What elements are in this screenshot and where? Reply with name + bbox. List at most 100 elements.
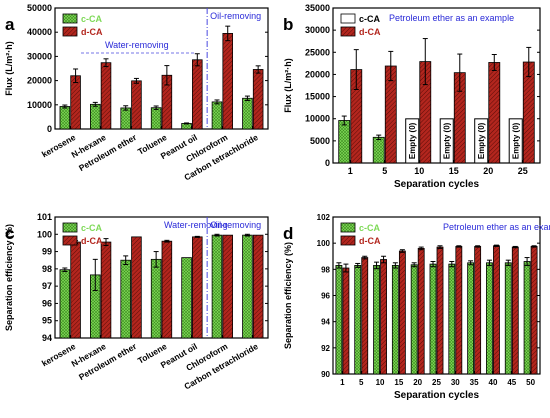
bar-d-CA bbox=[100, 241, 112, 339]
panel-letter: d bbox=[283, 224, 293, 243]
y-tick-label: 30000 bbox=[305, 25, 330, 35]
panel-letter: b bbox=[283, 15, 293, 34]
x-category-label: 25 bbox=[432, 378, 441, 387]
x-category-label: 10 bbox=[414, 166, 424, 176]
legend-label: d-CA bbox=[81, 236, 103, 246]
y-tick-label: 99 bbox=[42, 247, 52, 257]
empty-label: Empty (0) bbox=[443, 122, 452, 159]
x-category-label: 5 bbox=[359, 378, 364, 387]
x-category-label: 25 bbox=[518, 166, 528, 176]
panel-d: 90 92 94 96 98 100 102 Separation efficiency (%… bbox=[283, 213, 550, 401]
bar-d-CA bbox=[252, 234, 264, 339]
legend-swatch bbox=[340, 13, 356, 24]
legend-swatch bbox=[62, 13, 78, 24]
annotation-oil: Oil-removing bbox=[210, 220, 261, 230]
legend-label: c-CA bbox=[359, 14, 381, 24]
x-category-label: 50 bbox=[526, 378, 535, 387]
bar-d-CA bbox=[222, 234, 233, 339]
y-tick-label: 94 bbox=[321, 318, 330, 327]
legend-label: d-CA bbox=[81, 27, 103, 37]
chart-title: Petroleum ether as an example bbox=[389, 13, 514, 23]
bar-d-CA bbox=[342, 267, 350, 375]
x-category-label: 10 bbox=[376, 378, 385, 387]
bar-d-CA bbox=[192, 59, 203, 130]
bar-d-CA bbox=[131, 236, 142, 339]
y-tick-label: 10000 bbox=[305, 114, 330, 124]
empty-label: Empty (0) bbox=[408, 122, 417, 159]
y-tick-label: 20000 bbox=[27, 76, 52, 86]
bar-c-CA bbox=[120, 107, 131, 130]
x-category-label: 35 bbox=[470, 378, 479, 387]
bar-d-CA bbox=[361, 257, 369, 375]
x-category-label: 15 bbox=[394, 378, 403, 387]
y-axis-label: Flux (L/m²·h) bbox=[4, 41, 14, 96]
bar-d-CA bbox=[488, 62, 501, 164]
annotation-oil: Oil-removing bbox=[210, 11, 261, 21]
empty-bar bbox=[439, 118, 454, 164]
bar-d-CA bbox=[192, 236, 203, 339]
empty-bar bbox=[508, 118, 523, 164]
bar-c-CA bbox=[211, 101, 223, 130]
bar-c-CA bbox=[59, 269, 71, 339]
empty-bar bbox=[405, 118, 420, 164]
y-tick-label: 92 bbox=[321, 344, 330, 353]
bar-d-CA bbox=[417, 247, 425, 375]
bar-c-CA bbox=[211, 234, 223, 339]
empty-bar bbox=[474, 118, 489, 164]
y-tick-label: 100 bbox=[317, 239, 331, 248]
y-tick-label: 97 bbox=[42, 281, 52, 291]
bar-c-CA bbox=[150, 258, 162, 339]
bar-d-CA bbox=[493, 245, 500, 375]
legend-swatch bbox=[340, 26, 356, 37]
empty-label: Empty (0) bbox=[477, 122, 486, 159]
legend-label: c-CA bbox=[81, 223, 103, 233]
y-tick-label: 102 bbox=[317, 213, 331, 222]
bar-c-CA bbox=[90, 103, 101, 130]
x-category-label: 5 bbox=[382, 166, 387, 176]
bar-d-CA bbox=[398, 250, 406, 375]
bar-d-CA bbox=[455, 246, 463, 375]
x-category-label: 20 bbox=[413, 378, 422, 387]
x-category-label: 1 bbox=[348, 166, 353, 176]
bar-d-CA bbox=[511, 246, 519, 375]
y-tick-label: 0 bbox=[325, 158, 330, 168]
y-tick-label: 15000 bbox=[305, 92, 330, 102]
bar-c-CA bbox=[410, 264, 418, 375]
bar-c-CA bbox=[523, 261, 531, 375]
legend-swatch bbox=[340, 222, 356, 233]
bar-d-CA bbox=[131, 80, 142, 130]
panel-letter: a bbox=[5, 15, 15, 34]
bar-c-CA bbox=[467, 262, 475, 375]
y-tick-label: 50000 bbox=[27, 3, 52, 13]
bar-c-CA bbox=[429, 263, 437, 375]
y-tick-label: 20000 bbox=[305, 69, 330, 79]
bar-c-CA bbox=[504, 262, 512, 375]
bar-c-CA bbox=[242, 234, 253, 339]
panel-b: 0 5000 10000 15000 20000 25000 30000 35000 Flux … bbox=[283, 3, 541, 190]
y-tick-label: 98 bbox=[321, 265, 330, 274]
bar-c-CA bbox=[338, 120, 351, 164]
y-tick-label: 95 bbox=[42, 316, 52, 326]
bar-d-CA bbox=[222, 33, 233, 130]
y-axis-label: Flux (L/m²·h) bbox=[283, 58, 293, 113]
y-tick-label: 101 bbox=[37, 212, 52, 222]
chart-title: Petroleum ether as an example bbox=[443, 222, 550, 232]
legend-swatch bbox=[340, 235, 356, 246]
y-tick-label: 96 bbox=[42, 298, 52, 308]
bar-c-CA bbox=[391, 265, 399, 375]
y-tick-label: 40000 bbox=[27, 27, 52, 37]
bar-d-CA bbox=[161, 240, 173, 339]
bar-d-CA bbox=[380, 259, 387, 375]
panel-letter: c bbox=[5, 224, 14, 243]
bar-c-CA bbox=[372, 136, 385, 164]
bar-d-CA bbox=[522, 61, 535, 164]
legend-label: d-CA bbox=[359, 27, 381, 37]
x-axis-label: Separation cycles bbox=[394, 179, 479, 190]
bar-c-CA bbox=[354, 265, 362, 375]
y-tick-label: 30000 bbox=[27, 51, 52, 61]
x-category-label: 40 bbox=[489, 378, 498, 387]
bar-c-CA bbox=[242, 97, 253, 130]
y-tick-label: 5000 bbox=[310, 136, 330, 146]
bar-d-CA bbox=[530, 246, 538, 375]
